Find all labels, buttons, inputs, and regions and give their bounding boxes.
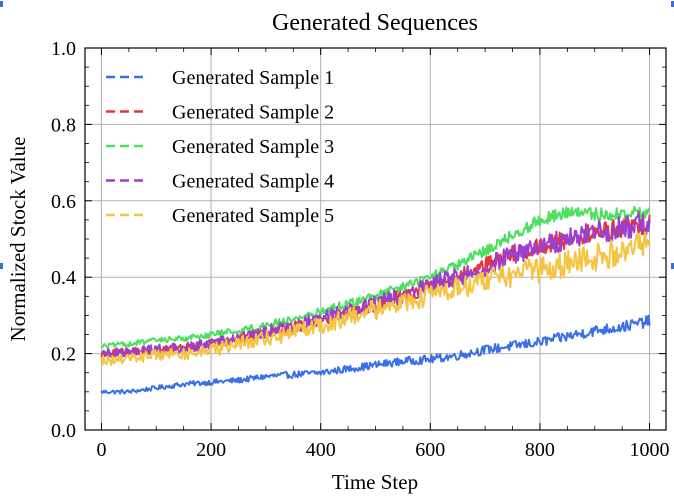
legend-label-2: Generated Sample 2 (172, 102, 334, 124)
y-tick-label: 1.0 (51, 38, 76, 60)
axis-ticks: 0 200 400 600 800 1000 0.0 0.2 0.4 0.6 0.8 1.0 (51, 38, 670, 461)
x-tick-label: 600 (415, 439, 445, 461)
y-tick-label: 0.8 (51, 114, 76, 136)
legend-label-5: Generated Sample 5 (172, 205, 334, 227)
series-lines (100, 205, 651, 395)
y-tick-label: 0.2 (51, 344, 76, 366)
x-axis-label: Time Step (332, 470, 418, 494)
x-tick-label: 1000 (630, 439, 670, 461)
right-edge-marker-top (671, 1, 674, 7)
right-edge-marker-mid (671, 263, 674, 269)
left-edge-marker-top (0, 1, 3, 7)
x-tick-label: 200 (196, 439, 226, 461)
y-tick-label: 0.6 (51, 191, 76, 213)
x-tick-label: 800 (525, 439, 555, 461)
y-tick-label: 0.4 (51, 267, 76, 289)
legend: Generated Sample 1 Generated Sample 2 Gene… (106, 67, 334, 227)
series-line-5 (100, 231, 651, 366)
left-edge-marker-mid (0, 263, 3, 269)
x-tick-label: 0 (96, 439, 106, 461)
legend-label-1: Generated Sample 1 (172, 67, 334, 89)
x-tick-label: 400 (306, 439, 336, 461)
legend-label-4: Generated Sample 4 (172, 171, 334, 193)
y-tick-label: 0.0 (51, 420, 76, 442)
chart-title: Generated Sequences (272, 10, 478, 36)
series-line-1 (100, 314, 651, 395)
y-axis-label: Normalized Stock Value (6, 137, 30, 342)
legend-label-3: Generated Sample 3 (172, 136, 334, 158)
